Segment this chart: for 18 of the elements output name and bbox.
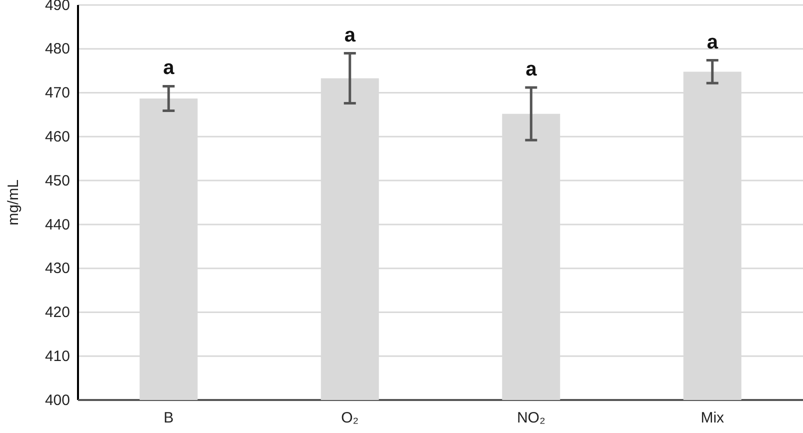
y-tick-label: 440 — [44, 216, 70, 234]
x-tick-label: B — [164, 410, 174, 427]
annotation: a — [344, 24, 356, 46]
y-tick-label: 450 — [44, 172, 70, 190]
y-tick-label: 420 — [44, 304, 70, 322]
x-tick-label: O₂ — [341, 410, 359, 427]
annotation: a — [706, 31, 719, 54]
x-tick-label: Mix — [700, 410, 725, 427]
y-tick-label: 410 — [44, 348, 70, 365]
y-axis-title: mg/mL — [4, 180, 22, 226]
y-tick-label: 400 — [44, 392, 70, 409]
y-tick-label: 480 — [44, 40, 70, 58]
y-tick-label: 470 — [44, 84, 70, 102]
y-tick-label: 430 — [44, 260, 70, 278]
annotation: a — [526, 58, 538, 81]
x-tick-label: NO₂ — [516, 410, 546, 427]
y-tick-label: 460 — [44, 128, 70, 146]
annotation: a — [163, 57, 176, 80]
